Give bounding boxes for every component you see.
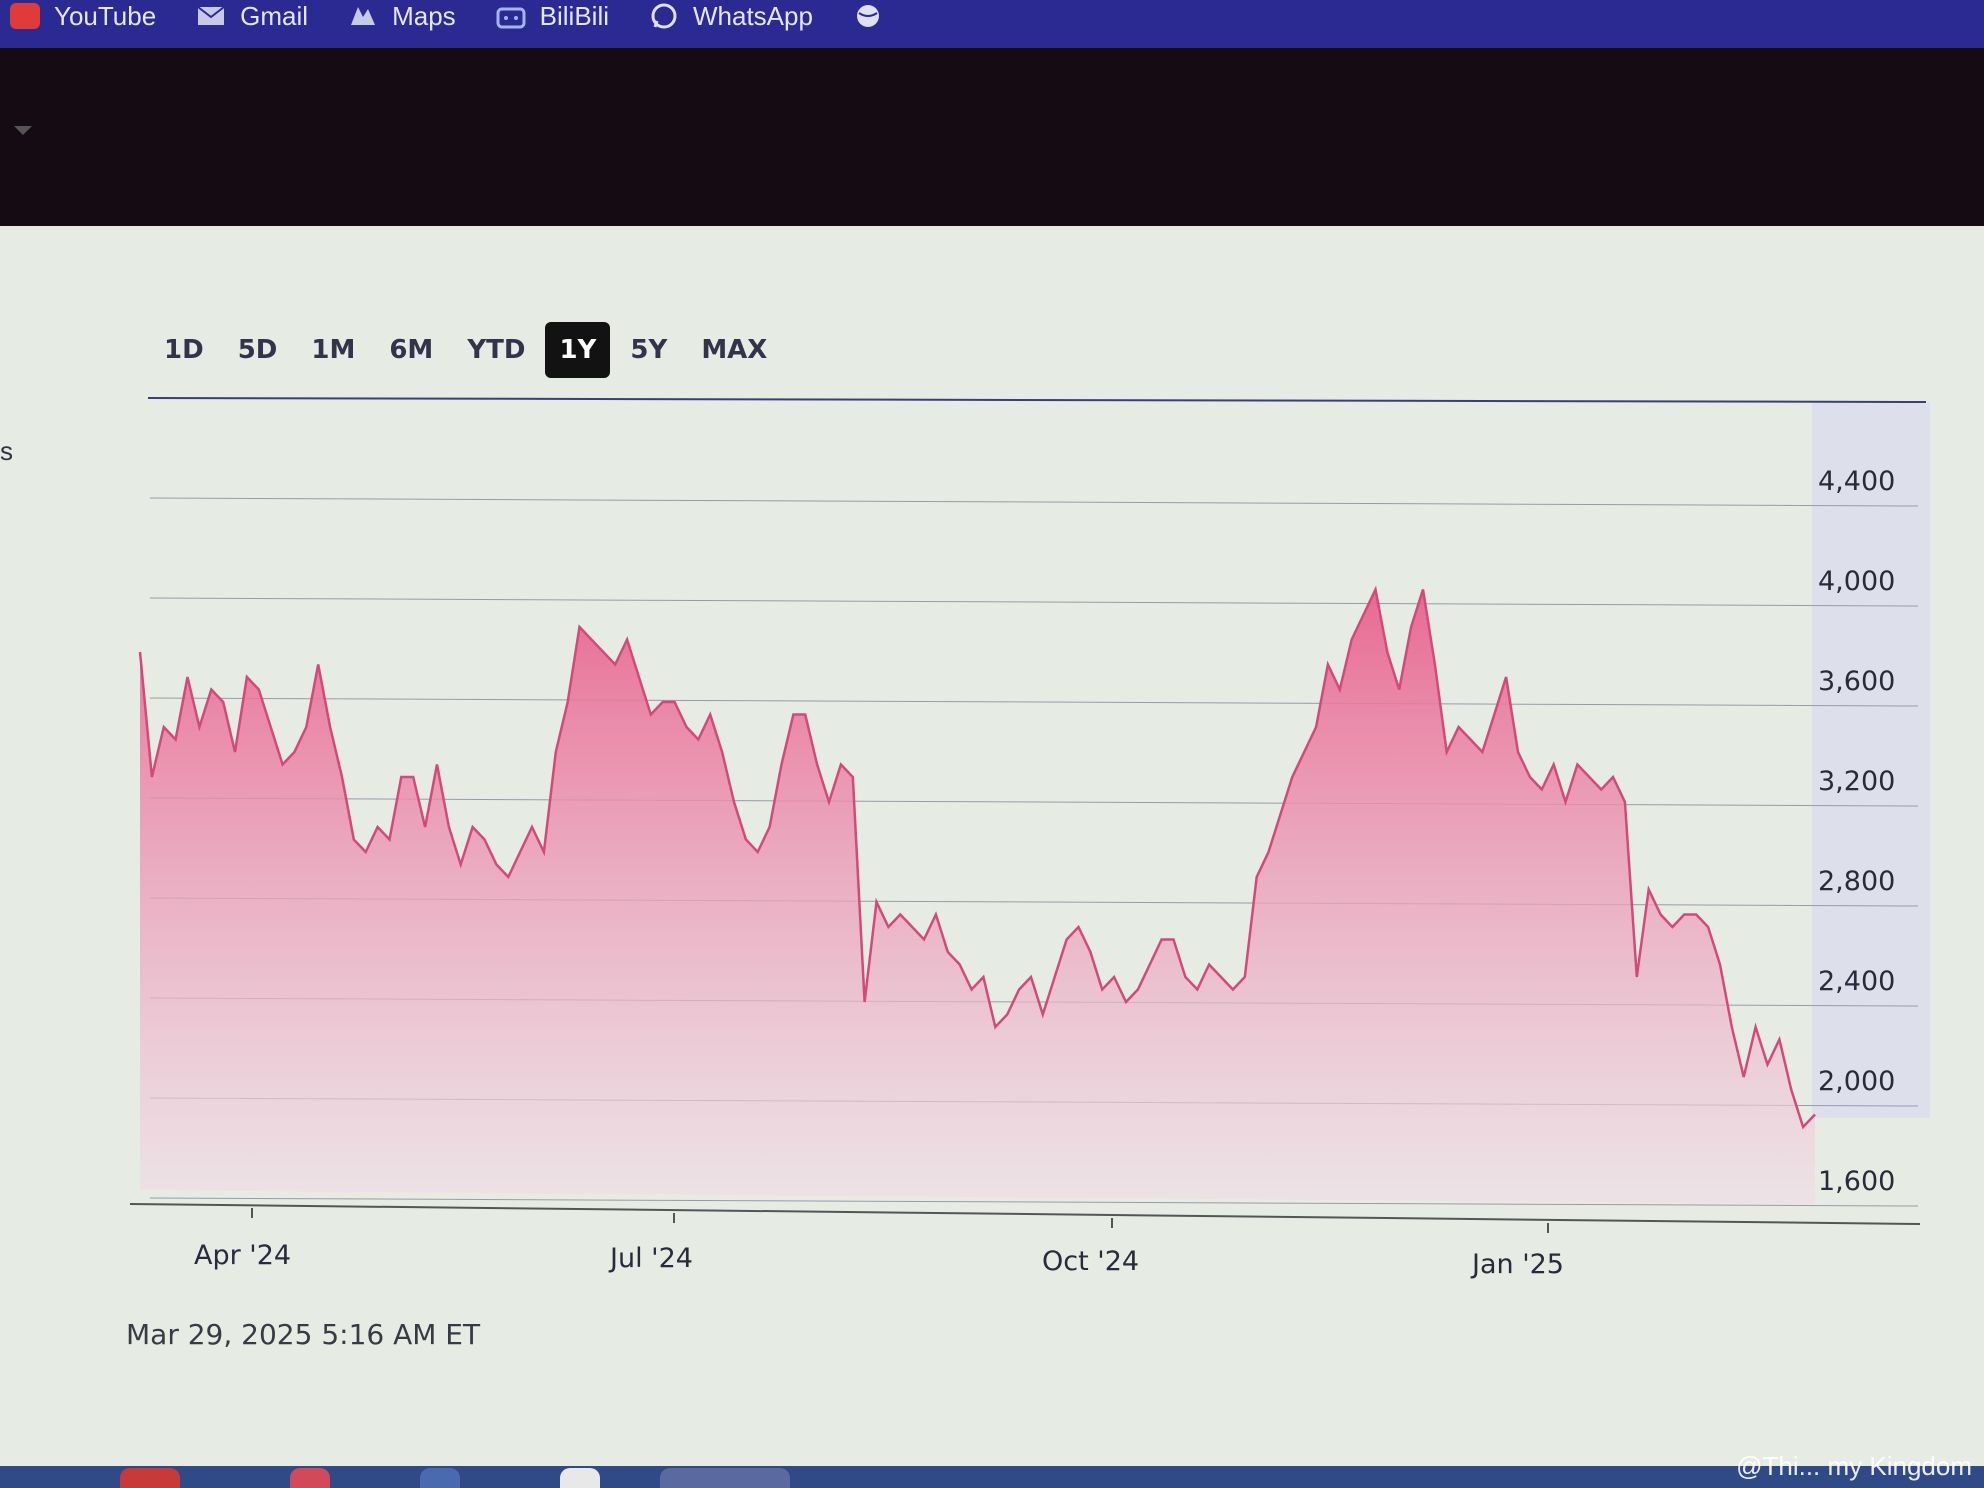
timestamp: Mar 29, 2025 5:16 AM ET (126, 1318, 481, 1351)
grid-line (149, 497, 1919, 507)
y-tick-label: 2,400 (1818, 966, 1895, 997)
y-axis: 4,400 4,000 3,600 3,200 2,800 2,400 2,000 1,600 (1818, 466, 1895, 1197)
youtube-icon (10, 3, 40, 29)
bookmark-label: Gmail (240, 0, 309, 31)
x-tick-label: Oct '24 (1042, 1246, 1139, 1277)
chart-top-border (147, 397, 1927, 403)
y-tick-label: 1,600 (1818, 1166, 1895, 1197)
range-1m-button[interactable]: 1M (311, 335, 356, 365)
bookmark-whatsapp[interactable]: WhatsApp (649, 1, 813, 32)
range-1y-button[interactable]: 1Y (545, 322, 611, 378)
y-tick-label: 4,400 (1818, 466, 1895, 497)
x-axis: Apr '24 Jul '24 Oct '24 Jan '25 (194, 1208, 1564, 1280)
range-6m-button[interactable]: 6M (389, 335, 434, 365)
x-axis-line (129, 1203, 1921, 1225)
bilibili-icon (496, 7, 526, 29)
browser-dark-area (0, 48, 1984, 228)
chevron-down-icon[interactable] (14, 126, 32, 135)
mail-icon (197, 6, 225, 25)
taskbar-app[interactable] (290, 1468, 330, 1488)
taskbar: @Thi... my Kingdom (0, 1451, 1984, 1488)
price-line (138, 585, 1816, 1130)
bookmark-label: BiliBili (539, 0, 609, 31)
grid-line (149, 1197, 1919, 1207)
taskbar-app[interactable] (560, 1468, 600, 1488)
price-area (140, 589, 1815, 1204)
bookmark-label: YouTube (54, 0, 157, 31)
watermark: @Thi... my Kingdom (1736, 1451, 1972, 1481)
y-tick-label: 3,200 (1818, 766, 1895, 797)
bookmark-globe[interactable] (853, 3, 883, 29)
taskbar-app[interactable] (120, 1468, 180, 1488)
y-tick-label: 2,800 (1818, 866, 1895, 897)
range-1d-button[interactable]: 1D (164, 335, 204, 365)
y-tick-label: 2,000 (1818, 1066, 1895, 1097)
bookmarks-bar: YouTube Gmail Maps BiliBili WhatsApp (0, 0, 1984, 48)
x-tick-label: Apr '24 (194, 1240, 291, 1271)
bookmark-gmail[interactable]: Gmail (196, 1, 308, 32)
taskbar-app[interactable] (420, 1468, 460, 1488)
chart-page: s 1D 5D 1M 6M YTD 1Y 5Y MAX 4,400 4,000 3,… (0, 226, 1984, 1466)
taskbar-app-active[interactable] (660, 1468, 790, 1488)
range-max-button[interactable]: MAX (701, 335, 768, 365)
bookmark-bilibili[interactable]: BiliBili (496, 1, 609, 32)
x-tick-label: Jul '24 (608, 1243, 693, 1274)
globe-icon (856, 5, 879, 27)
x-tick-label: Jan '25 (1470, 1249, 1564, 1280)
grid-line (149, 597, 1919, 607)
price-chart[interactable]: 4,400 4,000 3,600 3,200 2,800 2,400 2,000 1,600… (0, 226, 1984, 1466)
bookmark-label: WhatsApp (693, 0, 813, 31)
bookmark-youtube[interactable]: YouTube (10, 1, 156, 32)
bookmark-maps[interactable]: Maps (348, 1, 456, 32)
range-5d-button[interactable]: 5D (237, 335, 278, 365)
grid-line (149, 697, 1919, 707)
cut-off-text: s (0, 436, 13, 466)
y-tick-label: 4,000 (1818, 566, 1895, 597)
y-tick-label: 3,600 (1818, 666, 1895, 697)
range-5y-button[interactable]: 5Y (630, 335, 668, 365)
range-selector: 1D 5D 1M 6M YTD 1Y 5Y MAX (150, 322, 787, 378)
range-ytd-button[interactable]: YTD (467, 335, 526, 365)
whatsapp-icon (651, 3, 677, 29)
bookmark-label: Maps (392, 0, 456, 31)
maps-icon (351, 7, 376, 25)
price-axis-panel (1812, 402, 1930, 1118)
